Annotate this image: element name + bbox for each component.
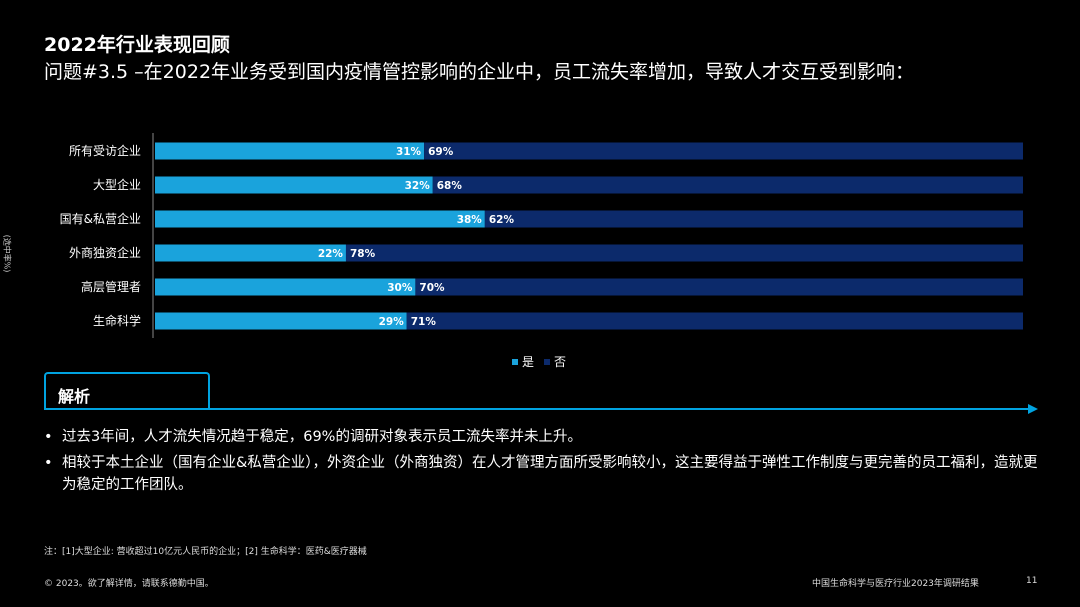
bar-yes [155,176,433,194]
bar-yes [155,312,407,330]
bullet-item: • 相较于本土企业（国有企业&私营企业），外资企业（外商独资）在人才管理方面所受… [44,452,1044,496]
bar-no [432,176,1023,194]
category-label: 外商独资企业 [69,245,141,260]
arrow-right-icon [1028,404,1038,414]
category-label: 所有受访企业 [69,143,141,158]
bullet-item: • 过去3年间，人才流失情况趋于稳定，69%的调研对象表示员工流失率并未上升。 [44,426,1044,448]
data-label-yes: 32% [405,180,431,192]
bar-no [484,210,1024,228]
question-subtitle: 问题#3.5 –在2022年业务受到国内疫情管控影响的企业中，员工流失率增加，导… [44,61,915,83]
copyright-footer: © 2023。欲了解详情，请联系德勤中国。 [44,579,214,589]
data-label-no: 62% [489,214,515,226]
bullet-text: 过去3年间，人才流失情况趋于稳定，69%的调研对象表示员工流失率并未上升。 [62,429,582,445]
page-number: 11 [1026,576,1038,586]
chart-legend: 是 否 [512,353,566,370]
category-label: 大型企业 [93,177,141,192]
data-label-no: 69% [428,146,454,158]
section-divider [44,408,1030,410]
bar-no [406,312,1024,330]
bar-yes [155,142,425,160]
bar-no [345,244,1024,262]
legend-label-no: 否 [554,355,567,369]
stacked-bar-chart: 所有受访企业 31% 69% 大型企业 32% 68% 国有&私营企业 38% 62% 外商独资企… [60,133,1024,338]
bullet-dot-icon: • [44,429,53,445]
bar-no [424,142,1024,160]
data-label-yes: 30% [387,282,413,294]
category-label: 国有&私营企业 [60,211,141,226]
analysis-tab [44,372,210,410]
report-title-footer: 中国生命科学与医疗行业2023年调研结果 [812,579,979,589]
data-label-yes: 29% [379,316,405,328]
bar-yes [155,210,485,228]
data-label-no: 78% [350,248,376,260]
data-label-yes: 31% [396,146,422,158]
page-title: 2022年行业表现回顾 [44,34,230,56]
bullet-dot-icon: • [44,455,53,471]
data-label-no: 70% [419,282,445,294]
data-label-yes: 22% [318,248,344,260]
footnote: 注：[1]大型企业: 营收超过10亿元人民币的企业；[2] 生命科学：医药&医疗… [44,547,367,557]
data-label-yes: 38% [457,214,483,226]
legend-swatch-no [544,358,551,365]
analysis-label: 解析 [58,387,91,406]
data-label-no: 71% [411,316,437,328]
legend-swatch-yes [512,358,518,365]
legend-label-yes: 是 [522,355,535,369]
analysis-bullets: • 过去3年间，人才流失情况趋于稳定，69%的调研对象表示员工流失率并未上升。 … [44,426,1044,500]
category-label: 高层管理者 [81,279,141,294]
bullet-text: 相较于本土企业（国有企业&私营企业），外资企业（外商独资）在人才管理方面所受影响… [62,455,1038,493]
data-label-no: 68% [437,180,463,192]
bar-no [415,278,1023,296]
bar-yes [155,278,416,296]
category-label: 生命科学 [93,313,141,328]
bar-yes [155,244,346,262]
